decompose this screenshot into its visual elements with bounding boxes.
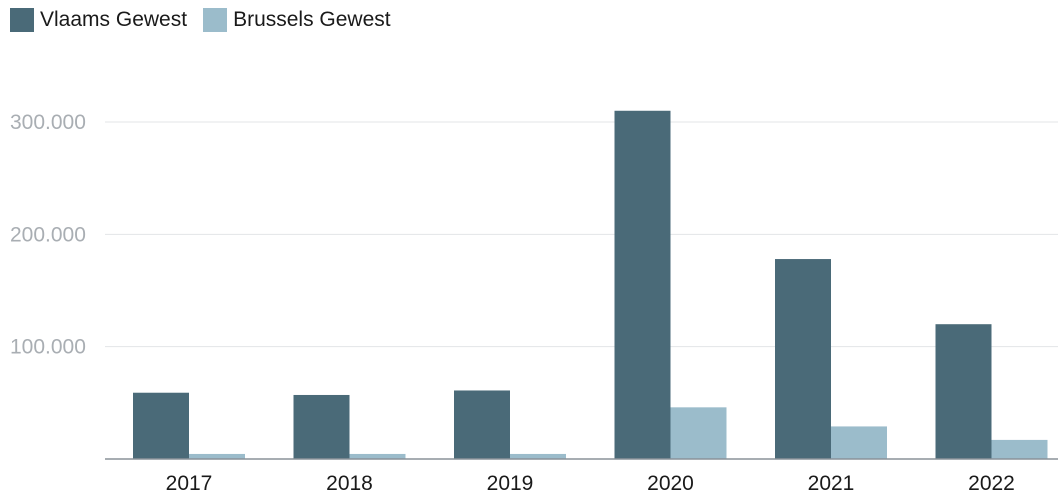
y-tick-label: 100.000 <box>10 336 86 359</box>
bar-vlaams-2017 <box>133 392 189 459</box>
y-tick-label: 200.000 <box>10 223 86 246</box>
chart-legend: Vlaams Gewest Brussels Gewest <box>10 8 407 32</box>
x-tick-label: 2018 <box>326 472 373 493</box>
bar-brussels-2017 <box>189 453 245 459</box>
bar-brussels-2018 <box>349 453 406 459</box>
bar-brussels-2021 <box>831 426 887 459</box>
bar-vlaams-2022 <box>935 324 992 459</box>
legend-swatch-brussels <box>203 8 228 32</box>
x-tick-label: 2020 <box>647 472 694 493</box>
bar-brussels-2022 <box>991 439 1048 459</box>
bar-vlaams-2019 <box>454 390 510 459</box>
bar-brussels-2020 <box>670 407 727 459</box>
legend-label-vlaams: Vlaams Gewest <box>40 8 188 31</box>
bar-vlaams-2018 <box>293 394 350 459</box>
x-tick-label: 2017 <box>166 472 213 493</box>
bar-brussels-2019 <box>510 453 566 459</box>
bar-vlaams-2021 <box>775 259 831 459</box>
legend-item-brussels: Brussels Gewest <box>203 8 391 32</box>
x-tick-label: 2022 <box>968 472 1015 493</box>
legend-swatch-vlaams <box>10 8 34 32</box>
legend-item-vlaams: Vlaams Gewest <box>10 8 187 32</box>
bar-vlaams-2020 <box>614 110 671 460</box>
x-tick-label: 2021 <box>808 472 855 493</box>
x-tick-label: 2019 <box>487 472 534 493</box>
y-tick-label: 300.000 <box>10 111 86 134</box>
legend-label-brussels: Brussels Gewest <box>233 8 391 31</box>
